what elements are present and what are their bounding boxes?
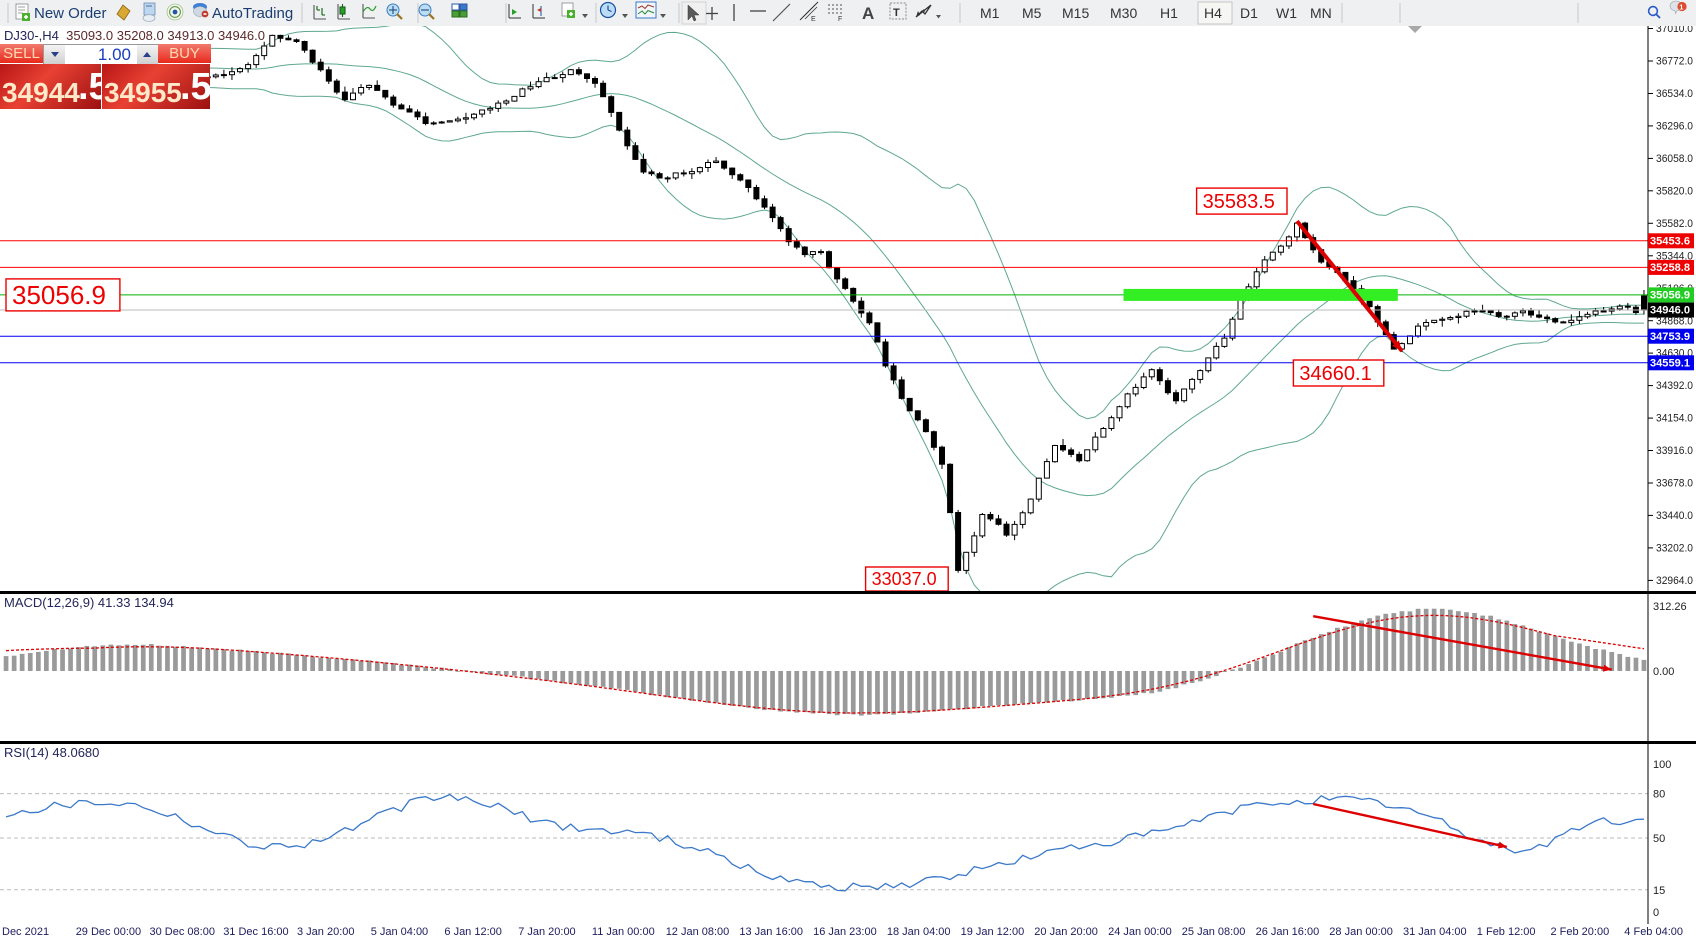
svg-text:36296.0: 36296.0 xyxy=(1656,121,1693,133)
svg-text:1 Feb 12:00: 1 Feb 12:00 xyxy=(1477,926,1536,938)
svg-text:34660.1: 34660.1 xyxy=(1299,363,1371,385)
svg-text:29 Dec 00:00: 29 Dec 00:00 xyxy=(76,926,141,938)
svg-text:35453.6: 35453.6 xyxy=(1650,235,1690,247)
svg-text:New Order: New Order xyxy=(34,5,107,22)
svg-text:0: 0 xyxy=(1653,907,1659,919)
svg-text:0.00: 0.00 xyxy=(1653,666,1674,678)
svg-text:34946.0: 34946.0 xyxy=(1650,305,1690,317)
svg-text:34753.9: 34753.9 xyxy=(1650,331,1690,343)
svg-text:80: 80 xyxy=(1653,789,1665,801)
svg-text:12 Jan 08:00: 12 Jan 08:00 xyxy=(666,926,730,938)
svg-text:Dec 2021: Dec 2021 xyxy=(2,926,49,938)
svg-text:AutoTrading: AutoTrading xyxy=(212,5,293,22)
svg-text:33202.0: 33202.0 xyxy=(1656,543,1693,555)
svg-text:1: 1 xyxy=(1679,2,1683,11)
svg-text:33678.0: 33678.0 xyxy=(1656,478,1693,490)
svg-text:28 Jan 00:00: 28 Jan 00:00 xyxy=(1329,926,1393,938)
svg-text:25 Jan 08:00: 25 Jan 08:00 xyxy=(1182,926,1246,938)
svg-text:34559.1: 34559.1 xyxy=(1650,357,1690,369)
svg-text:H4: H4 xyxy=(1204,5,1222,21)
svg-text:W1: W1 xyxy=(1276,5,1297,21)
svg-text:35056.9: 35056.9 xyxy=(12,280,106,310)
svg-text:19 Jan 12:00: 19 Jan 12:00 xyxy=(961,926,1025,938)
svg-text:50: 50 xyxy=(1653,833,1665,845)
svg-text:4 Feb 04:00: 4 Feb 04:00 xyxy=(1624,926,1683,938)
svg-text:MN: MN xyxy=(1310,5,1332,21)
svg-text:T: T xyxy=(893,7,900,19)
svg-text:34154.0: 34154.0 xyxy=(1656,413,1693,425)
svg-text:36534.0: 36534.0 xyxy=(1656,88,1693,100)
svg-text:M15: M15 xyxy=(1062,5,1089,21)
svg-text:24 Jan 00:00: 24 Jan 00:00 xyxy=(1108,926,1172,938)
svg-text:5 Jan 04:00: 5 Jan 04:00 xyxy=(371,926,429,938)
svg-text:26 Jan 16:00: 26 Jan 16:00 xyxy=(1256,926,1320,938)
svg-text:A: A xyxy=(862,4,874,23)
svg-text:11 Jan 00:00: 11 Jan 00:00 xyxy=(592,926,655,938)
svg-text:18 Jan 04:00: 18 Jan 04:00 xyxy=(887,926,951,938)
svg-text:37010.0: 37010.0 xyxy=(1656,26,1693,35)
svg-text:35583.5: 35583.5 xyxy=(1203,191,1275,213)
svg-text:33037.0: 33037.0 xyxy=(872,569,937,589)
svg-text:15: 15 xyxy=(1653,885,1665,897)
svg-text:M5: M5 xyxy=(1022,5,1042,21)
svg-text:36058.0: 36058.0 xyxy=(1656,153,1693,165)
svg-text:33440.0: 33440.0 xyxy=(1656,510,1693,522)
svg-text:32964.0: 32964.0 xyxy=(1656,575,1693,587)
svg-text:34392.0: 34392.0 xyxy=(1656,380,1693,392)
svg-text:20 Jan 20:00: 20 Jan 20:00 xyxy=(1034,926,1098,938)
svg-text:M1: M1 xyxy=(980,5,1000,21)
svg-text:6 Jan 12:00: 6 Jan 12:00 xyxy=(444,926,502,938)
svg-text:31 Dec 16:00: 31 Dec 16:00 xyxy=(223,926,288,938)
svg-text:16 Jan 23:00: 16 Jan 23:00 xyxy=(813,926,877,938)
svg-text:36772.0: 36772.0 xyxy=(1656,56,1693,68)
svg-text:35258.8: 35258.8 xyxy=(1650,262,1690,274)
svg-text:13 Jan 16:00: 13 Jan 16:00 xyxy=(739,926,803,938)
svg-text:D1: D1 xyxy=(1240,5,1258,21)
svg-text:E: E xyxy=(811,16,816,23)
svg-text:7 Jan 20:00: 7 Jan 20:00 xyxy=(518,926,576,938)
svg-text:100: 100 xyxy=(1653,759,1671,771)
svg-text:33916.0: 33916.0 xyxy=(1656,445,1693,457)
svg-text:F: F xyxy=(838,16,842,23)
svg-text:312.26: 312.26 xyxy=(1653,601,1687,613)
svg-text:30 Dec 08:00: 30 Dec 08:00 xyxy=(150,926,215,938)
svg-text:31 Jan 04:00: 31 Jan 04:00 xyxy=(1403,926,1467,938)
svg-text:3 Jan 20:00: 3 Jan 20:00 xyxy=(297,926,355,938)
svg-text:35582.0: 35582.0 xyxy=(1656,218,1693,230)
svg-text:H1: H1 xyxy=(1160,5,1178,21)
svg-text:35056.9: 35056.9 xyxy=(1650,290,1690,302)
svg-text:35820.0: 35820.0 xyxy=(1656,185,1693,197)
svg-text:2 Feb 20:00: 2 Feb 20:00 xyxy=(1551,926,1610,938)
svg-text:M30: M30 xyxy=(1110,5,1137,21)
